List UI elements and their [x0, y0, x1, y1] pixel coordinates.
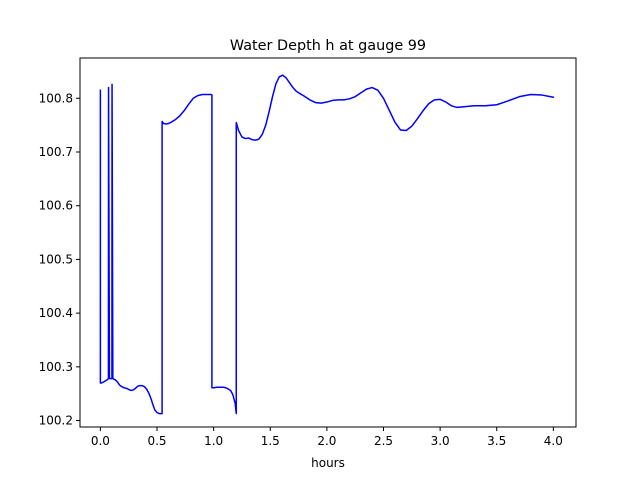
plot-area: 0.0 0.5 1.0 1.5 2.0 2.5 3.0 3.5 4.0 100.2100.310…	[39, 57, 577, 448]
x-tick-label: 2.0	[317, 434, 336, 448]
chart-title: Water Depth h at gauge 99	[230, 38, 426, 54]
x-tick-label: 0.5	[147, 434, 166, 448]
series-layer	[99, 74, 555, 415]
x-axis-label: hours	[311, 456, 345, 470]
x-tick-label: 2.5	[374, 434, 393, 448]
y-tick-label: 100.8	[39, 91, 73, 105]
y-tick-label: 100.4	[39, 306, 73, 320]
axes-frame	[79, 57, 577, 428]
x-tick-label: 4.0	[544, 434, 563, 448]
x-tick-label: 3.5	[487, 434, 506, 448]
y-tick-label: 100.2	[39, 414, 73, 428]
x-tick-label: 3.0	[431, 434, 450, 448]
x-tick-label: 1.0	[204, 434, 223, 448]
y-tick-label: 100.3	[39, 360, 73, 374]
series-line-0	[99, 74, 555, 415]
x-tick-label: 1.5	[261, 434, 280, 448]
x-axis: 0.0 0.5 1.0 1.5 2.0 2.5 3.0 3.5 4.0	[91, 427, 563, 448]
y-tick-label: 100.5	[39, 252, 73, 266]
x-tick-label: 0.0	[91, 434, 110, 448]
y-tick-label: 100.6	[39, 199, 73, 213]
y-axis: 100.2 100.3 100.4 100.5 100.6 100.7 100.8	[39, 91, 80, 428]
y-tick-label: 100.7	[39, 145, 73, 159]
